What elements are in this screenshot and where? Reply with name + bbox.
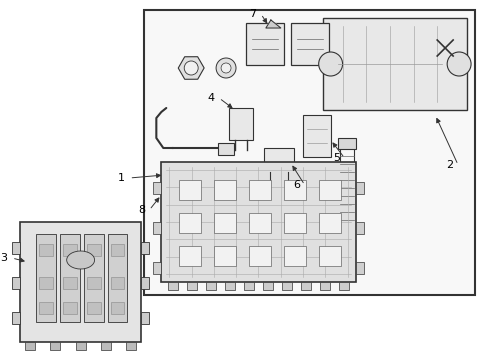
Bar <box>245 23 283 65</box>
Bar <box>322 18 466 110</box>
Bar <box>141 277 149 289</box>
Bar <box>283 213 305 233</box>
Bar <box>318 246 340 266</box>
Bar <box>339 148 353 230</box>
Bar <box>244 282 253 290</box>
Bar <box>168 282 178 290</box>
Bar <box>179 180 201 200</box>
Bar <box>12 277 20 289</box>
Circle shape <box>446 52 470 76</box>
Bar <box>12 242 20 254</box>
Circle shape <box>318 52 342 76</box>
Bar <box>76 342 85 350</box>
Bar <box>248 213 270 233</box>
Bar <box>141 242 149 254</box>
Bar <box>25 342 35 350</box>
Bar <box>283 180 305 200</box>
Bar <box>39 277 53 289</box>
Text: 7: 7 <box>249 9 256 19</box>
Polygon shape <box>265 20 280 28</box>
Bar <box>302 115 330 157</box>
Bar <box>228 108 252 140</box>
Bar <box>153 222 161 234</box>
Text: 3: 3 <box>0 253 7 263</box>
Bar <box>86 277 101 289</box>
Bar <box>161 162 355 282</box>
Bar <box>214 246 236 266</box>
Bar <box>218 143 234 155</box>
Bar <box>300 282 310 290</box>
Bar <box>50 342 60 350</box>
Bar <box>179 246 201 266</box>
Bar <box>62 277 77 289</box>
Bar <box>318 180 340 200</box>
Ellipse shape <box>66 251 94 269</box>
Bar <box>86 302 101 314</box>
Bar <box>86 244 101 256</box>
Circle shape <box>221 63 230 73</box>
Bar <box>62 244 77 256</box>
Bar <box>214 213 236 233</box>
Bar <box>187 282 197 290</box>
Bar <box>110 302 124 314</box>
Bar <box>20 222 141 342</box>
Bar <box>224 282 235 290</box>
Bar <box>60 234 80 322</box>
Circle shape <box>184 61 198 75</box>
Bar <box>281 282 291 290</box>
Text: 5: 5 <box>332 153 340 163</box>
Bar <box>110 277 124 289</box>
Bar <box>39 244 53 256</box>
Bar <box>36 234 56 322</box>
Bar <box>337 138 355 149</box>
Bar <box>179 213 201 233</box>
Bar <box>355 222 363 234</box>
Bar <box>62 302 77 314</box>
Bar <box>153 182 161 194</box>
Bar <box>248 246 270 266</box>
Circle shape <box>216 58 236 78</box>
Bar <box>107 234 127 322</box>
Bar <box>264 148 293 172</box>
Bar <box>83 234 103 322</box>
Text: 1: 1 <box>118 173 125 183</box>
Bar <box>12 312 20 324</box>
Bar <box>263 282 272 290</box>
Text: 6: 6 <box>293 180 300 190</box>
Bar <box>290 23 328 65</box>
Bar <box>144 10 474 295</box>
Bar <box>126 342 136 350</box>
Bar <box>206 282 216 290</box>
Text: 8: 8 <box>138 205 144 215</box>
Bar <box>319 282 329 290</box>
Bar <box>338 282 348 290</box>
Bar <box>214 180 236 200</box>
Bar <box>153 262 161 274</box>
Bar <box>355 262 363 274</box>
Text: 4: 4 <box>207 93 214 103</box>
Bar <box>318 213 340 233</box>
Bar <box>39 302 53 314</box>
Bar <box>110 244 124 256</box>
Bar <box>248 180 270 200</box>
Text: 2: 2 <box>446 160 453 170</box>
Bar <box>283 246 305 266</box>
Bar <box>141 312 149 324</box>
Bar <box>101 342 111 350</box>
Bar <box>355 182 363 194</box>
